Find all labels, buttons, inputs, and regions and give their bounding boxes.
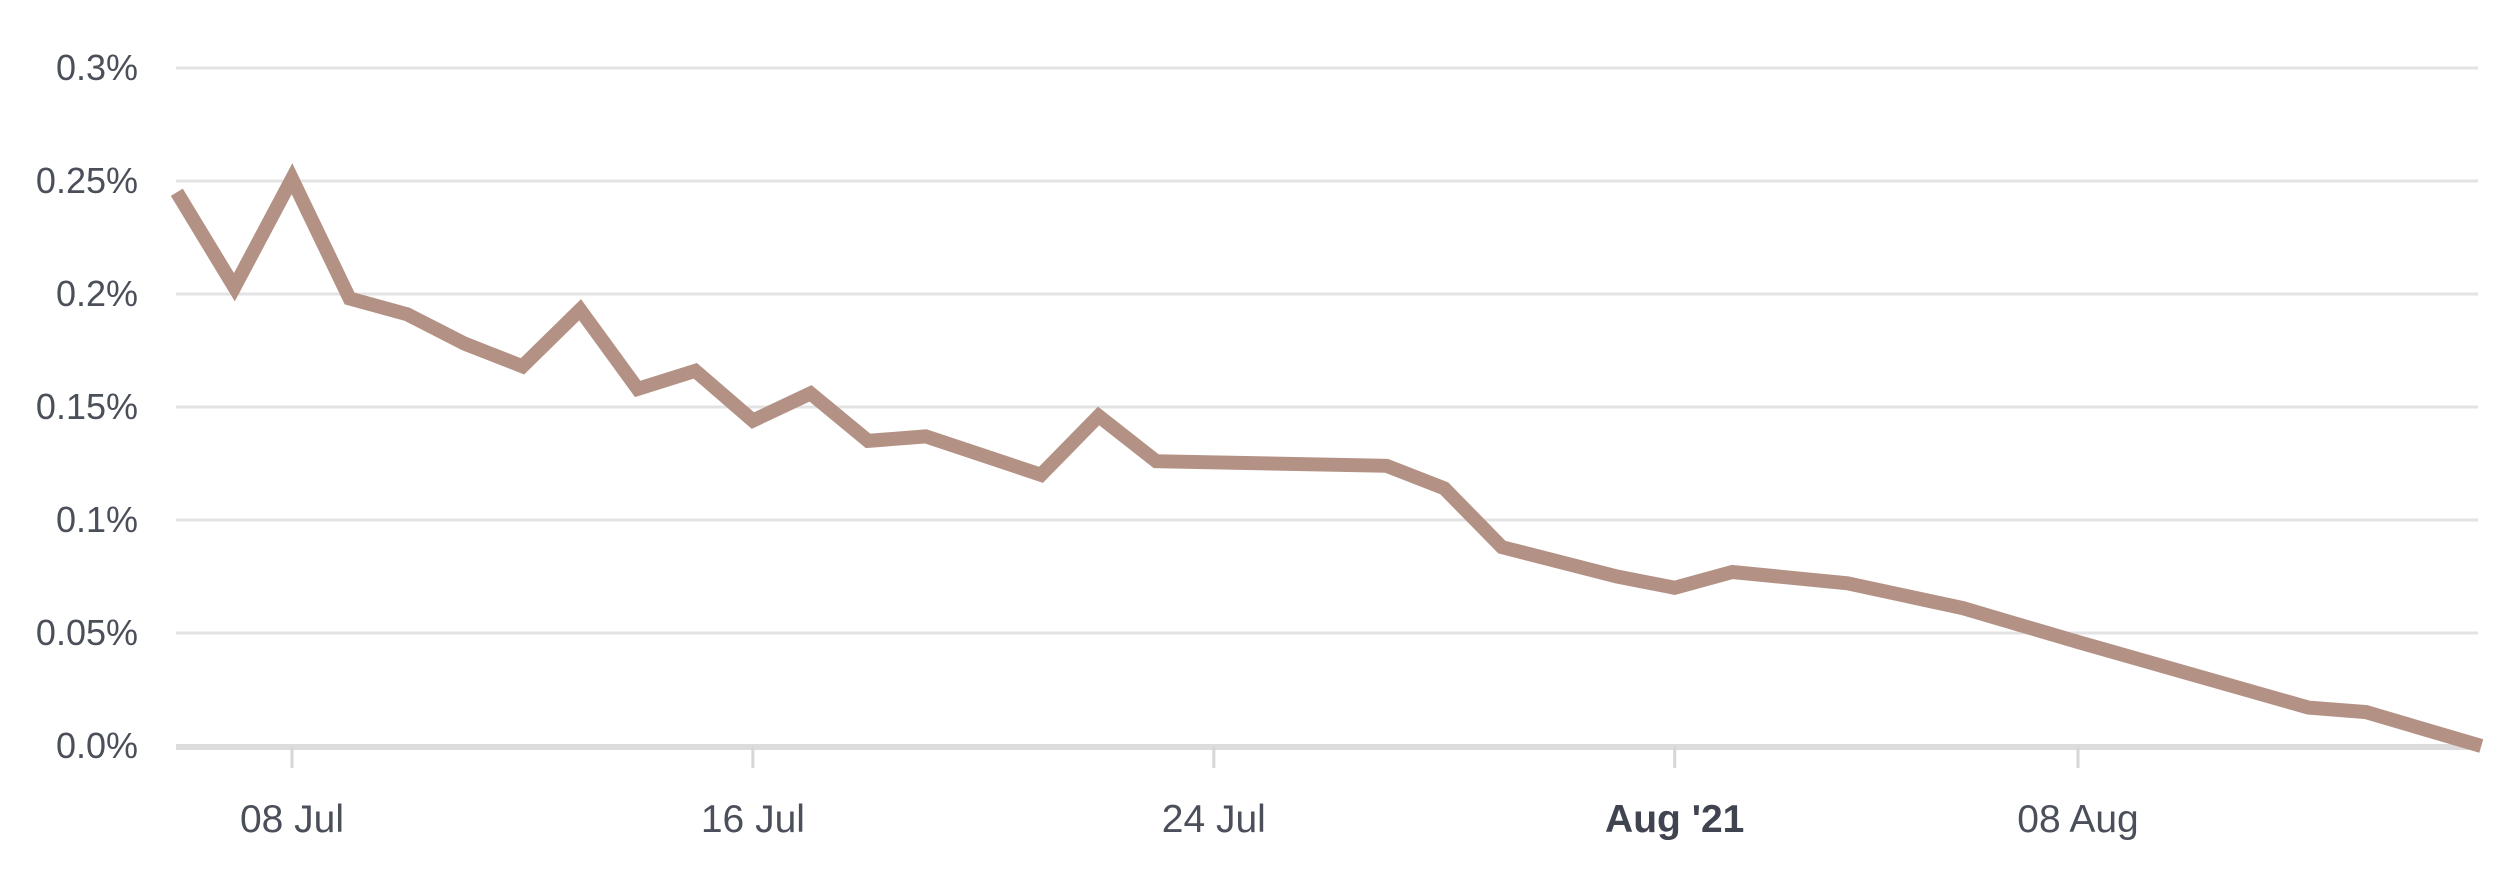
data-point bbox=[288, 175, 296, 183]
data-point bbox=[1383, 462, 1391, 470]
y-tick-label: 0.3% bbox=[56, 47, 138, 88]
data-point bbox=[2477, 742, 2485, 750]
x-tick-label: Aug '21 bbox=[1605, 798, 1744, 841]
data-point bbox=[1844, 579, 1852, 587]
data-point bbox=[519, 362, 527, 370]
data-point bbox=[1613, 573, 1621, 581]
data-point bbox=[1959, 604, 1967, 612]
data-point bbox=[1095, 412, 1103, 420]
data-point bbox=[634, 385, 642, 393]
data-point bbox=[173, 188, 181, 196]
data-point bbox=[1152, 457, 1160, 465]
data-point bbox=[864, 437, 872, 445]
x-axis-labels: 08 Jul 16 Jul 24 Jul Aug '21 08 Aug bbox=[240, 798, 2139, 841]
y-tick-label: 0.25% bbox=[36, 160, 138, 201]
x-axis bbox=[176, 744, 2478, 768]
data-point bbox=[346, 295, 354, 303]
data-point bbox=[1498, 543, 1506, 551]
x-tick-label: 16 Jul bbox=[701, 798, 805, 841]
data-point bbox=[807, 389, 815, 397]
x-tick-label: 08 Jul bbox=[240, 798, 344, 841]
series-layer bbox=[170, 163, 2485, 753]
y-tick-label: 0.2% bbox=[56, 273, 138, 314]
data-point bbox=[230, 283, 238, 291]
data-point bbox=[749, 417, 757, 425]
data-point bbox=[576, 306, 584, 314]
y-tick-label: 0.0% bbox=[56, 725, 138, 766]
data-point bbox=[1671, 584, 1679, 592]
data-point bbox=[2074, 638, 2082, 646]
x-tick-label: 08 Aug bbox=[2017, 798, 2138, 841]
data-point bbox=[461, 340, 469, 348]
y-tick-label: 0.15% bbox=[36, 386, 138, 427]
data-point bbox=[922, 432, 930, 440]
grid-layer bbox=[176, 66, 2478, 635]
data-point bbox=[1037, 471, 1045, 479]
x-tick-label: 24 Jul bbox=[1162, 798, 1266, 841]
data-point bbox=[2305, 704, 2313, 712]
data-point bbox=[1728, 568, 1736, 576]
data-point bbox=[403, 310, 411, 318]
y-axis: 0.0% 0.05% 0.1% 0.15% 0.2% 0.25% 0.3% bbox=[36, 47, 138, 766]
y-tick-label: 0.1% bbox=[56, 499, 138, 540]
data-point bbox=[691, 367, 699, 375]
data-point bbox=[2362, 708, 2370, 716]
y-tick-label: 0.05% bbox=[36, 612, 138, 653]
series-line bbox=[170, 163, 2484, 753]
data-point bbox=[1440, 484, 1448, 492]
